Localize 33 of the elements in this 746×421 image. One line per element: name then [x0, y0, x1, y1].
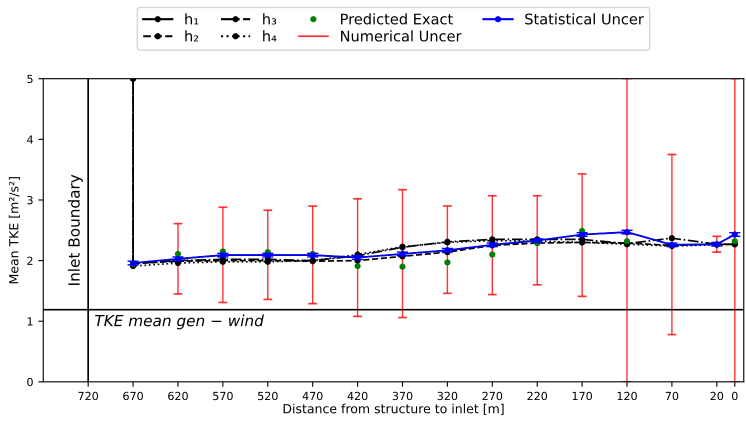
legend-label: h₄ [263, 30, 276, 42]
x-tick-label: 320 [438, 392, 458, 400]
x-tick-label: 670 [123, 392, 143, 400]
legend-label: Numerical Uncer [341, 30, 462, 42]
y-tick-label: 1 [28, 317, 33, 326]
legend-label: h₃ [263, 13, 276, 24]
x-tick-label: 20 [710, 392, 724, 400]
y-tick-label: 0 [27, 378, 33, 386]
x-tick-label: 0 [732, 392, 738, 400]
y-tick-label: 5 [27, 74, 33, 84]
legend-label: h₂ [185, 30, 198, 42]
x-tick-label: 620 [168, 392, 188, 400]
x-tick-label: 470 [302, 392, 323, 400]
legend-label: h₁ [185, 13, 198, 24]
x-tick-label: 520 [258, 392, 278, 400]
legend-label: Predicted Exact [341, 13, 453, 25]
x-tick-label: 170 [572, 392, 592, 400]
ref-line-label: Inlet Boundary [68, 174, 83, 285]
x-tick-label: 720 [78, 392, 98, 400]
x-tick-label: 370 [392, 392, 412, 400]
x-axis-title: Distance from structure to inlet [m] [284, 404, 504, 415]
x-tick-label: 570 [213, 392, 233, 400]
x-tick-label: 70 [666, 392, 678, 400]
y-axis-title: Mean TKE [m²/s²] [8, 177, 20, 284]
x-tick-label: 270 [482, 392, 502, 400]
x-tick-label: 420 [348, 392, 368, 400]
legend-label: Statistical Uncer [525, 13, 644, 25]
y-tick-label: 2 [27, 256, 32, 265]
y-tick-label: 3 [27, 196, 33, 204]
ref-line-label: TKE mean gen − wind [95, 314, 264, 330]
x-tick-label: 120 [618, 392, 637, 400]
x-tick-label: 220 [527, 392, 548, 400]
y-tick-label: 4 [27, 135, 33, 144]
